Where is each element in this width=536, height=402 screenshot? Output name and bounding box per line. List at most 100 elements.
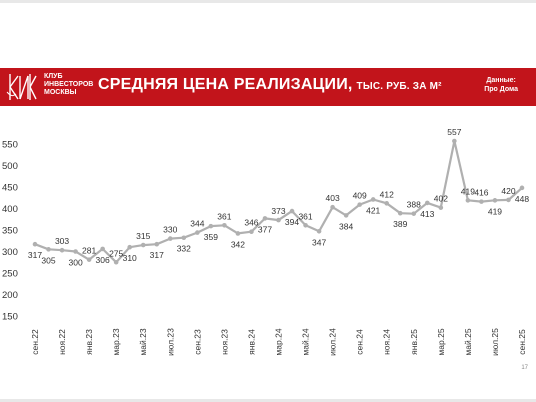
data-label: 300 bbox=[68, 258, 82, 268]
data-label: 361 bbox=[217, 211, 231, 221]
data-point bbox=[303, 222, 308, 228]
x-tick-label: июл.23 bbox=[165, 328, 175, 356]
data-label: 389 bbox=[393, 219, 407, 229]
y-tick-label: 350 bbox=[2, 226, 18, 237]
data-point bbox=[479, 199, 484, 204]
data-label: 373 bbox=[271, 206, 285, 216]
x-tick-label: ноя.23 bbox=[219, 329, 229, 355]
data-label: 317 bbox=[150, 250, 164, 260]
data-label: 409 bbox=[353, 191, 367, 201]
data-point bbox=[154, 241, 160, 247]
data-label: 388 bbox=[407, 200, 421, 210]
data-label: 420 bbox=[501, 186, 515, 196]
data-point bbox=[32, 241, 38, 247]
data-point bbox=[411, 211, 417, 216]
title-banner bbox=[0, 68, 536, 106]
data-point bbox=[384, 201, 390, 206]
data-label: 330 bbox=[163, 225, 177, 235]
data-point bbox=[222, 222, 227, 228]
bottom-border bbox=[0, 399, 536, 402]
data-label: 384 bbox=[339, 221, 353, 231]
data-point bbox=[276, 217, 281, 223]
x-tick-label: мар.24 bbox=[274, 328, 284, 355]
data-point bbox=[438, 205, 444, 210]
data-label: 403 bbox=[326, 193, 340, 203]
data-point bbox=[289, 208, 295, 214]
x-tick-label: май.25 bbox=[463, 328, 473, 355]
data-label: 402 bbox=[434, 194, 448, 204]
x-tick-label: сен.23 bbox=[192, 329, 202, 355]
data-source: Данные: Про Дома bbox=[484, 76, 518, 94]
data-label: 359 bbox=[204, 232, 218, 242]
data-point bbox=[519, 185, 525, 191]
data-label: 347 bbox=[312, 237, 326, 247]
x-tick-label: ноя.24 bbox=[382, 329, 392, 355]
page-number: 17 bbox=[521, 365, 528, 371]
data-point bbox=[330, 204, 335, 210]
chart-title-units: ТЫС. РУБ. ЗА М² bbox=[356, 81, 442, 92]
y-tick-label: 200 bbox=[2, 290, 18, 301]
club-logo-icon bbox=[6, 74, 37, 100]
data-label: 342 bbox=[231, 239, 245, 249]
x-tick-label: сен.25 bbox=[517, 329, 527, 355]
data-point bbox=[86, 257, 92, 262]
y-tick-label: 300 bbox=[2, 247, 18, 258]
data-point bbox=[113, 259, 119, 265]
logo-text: КЛУБ ИНВЕСТОРОВ МОСКВЫ bbox=[44, 73, 93, 97]
chart-title-main: СРЕДНЯЯ ЦЕНА РЕАЛИЗАЦИИ, bbox=[98, 76, 353, 93]
x-tick-label: ноя.22 bbox=[57, 329, 67, 355]
data-label: 413 bbox=[420, 209, 434, 219]
data-point bbox=[262, 216, 268, 221]
logo-line: МОСКВЫ bbox=[44, 89, 77, 96]
data-label: 332 bbox=[177, 244, 191, 254]
data-label: 412 bbox=[380, 189, 394, 199]
data-point bbox=[343, 213, 349, 218]
data-point bbox=[397, 210, 403, 216]
data-label: 361 bbox=[298, 211, 312, 221]
y-tick-label: 400 bbox=[2, 204, 18, 215]
data-label: 346 bbox=[244, 218, 258, 228]
x-tick-label: июл.24 bbox=[328, 328, 338, 356]
data-point bbox=[465, 198, 471, 203]
data-label: 306 bbox=[96, 255, 110, 265]
data-point bbox=[235, 231, 241, 236]
data-point bbox=[100, 246, 105, 252]
data-label: 419 bbox=[488, 206, 502, 216]
data-label: 394 bbox=[285, 217, 299, 227]
x-tick-label: мар.23 bbox=[111, 328, 121, 355]
data-label: 305 bbox=[41, 255, 55, 265]
data-point bbox=[195, 230, 200, 235]
y-tick-label: 500 bbox=[2, 161, 18, 172]
data-point bbox=[452, 138, 457, 144]
data-label: 281 bbox=[82, 246, 96, 256]
data-point bbox=[425, 200, 430, 206]
x-tick-label: мар.25 bbox=[436, 328, 446, 355]
data-point bbox=[492, 198, 498, 203]
data-point bbox=[370, 197, 376, 202]
data-point bbox=[506, 197, 511, 203]
data-label: 315 bbox=[136, 231, 150, 241]
x-tick-label: май.23 bbox=[138, 328, 148, 355]
data-point bbox=[316, 228, 322, 234]
data-point bbox=[73, 249, 78, 254]
data-label: 377 bbox=[258, 224, 272, 234]
data-point bbox=[167, 236, 173, 241]
logo-line: КЛУБ bbox=[44, 73, 63, 80]
y-tick-label: 250 bbox=[2, 269, 18, 280]
data-label: 416 bbox=[474, 188, 488, 198]
x-tick-label: июл.25 bbox=[490, 328, 500, 356]
x-tick-label: май.24 bbox=[301, 328, 311, 355]
top-border bbox=[0, 0, 536, 3]
series-line bbox=[34, 139, 523, 264]
x-tick-label: сен.22 bbox=[30, 329, 40, 355]
logo-line: ИНВЕСТОРОВ bbox=[44, 81, 94, 88]
data-point bbox=[208, 223, 214, 229]
x-tick-label: янв.24 bbox=[246, 329, 256, 355]
data-label: 310 bbox=[123, 253, 137, 263]
y-tick-label: 450 bbox=[2, 183, 18, 194]
data-point bbox=[249, 229, 254, 235]
y-tick-label: 150 bbox=[2, 312, 18, 323]
price-line-chart: 150 200 250 300 350 400 450 500 550 сен.22 ноя.22 я… bbox=[2, 127, 529, 356]
data-point bbox=[59, 247, 65, 253]
